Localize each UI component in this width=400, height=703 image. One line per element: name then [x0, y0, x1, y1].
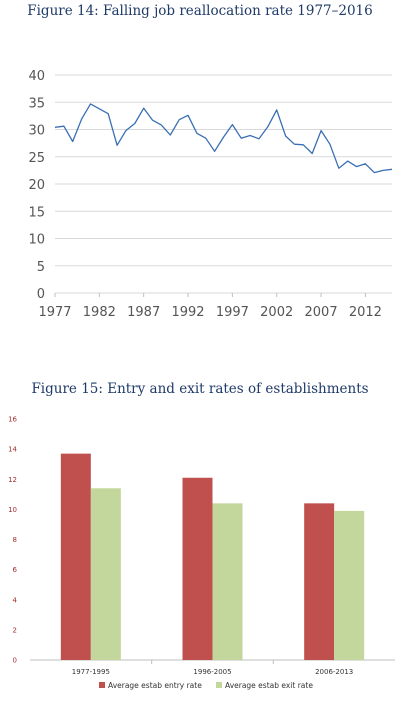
category-label-1996-2005: 1996-2005: [193, 668, 231, 676]
y-tick-label-30: 30: [28, 124, 45, 139]
x-tick-label-1992: 1992: [171, 305, 204, 320]
figure-14-title: Figure 14: Falling job reallocation rate…: [27, 3, 373, 19]
x-tick-label-2012: 2012: [349, 305, 382, 320]
bar-exit-1996-2005: [212, 503, 243, 660]
category-label-1977-1995: 1977-1995: [72, 668, 110, 676]
bar-y-tick-label-12: 12: [8, 476, 17, 484]
y-tick-label-35: 35: [28, 96, 45, 111]
x-tick-label-2002: 2002: [260, 305, 293, 320]
y-tick-label-40: 40: [28, 69, 45, 84]
y-tick-label-5: 5: [37, 260, 45, 275]
bar-y-tick-label-8: 8: [13, 536, 17, 544]
bar-exit-1977-1995: [90, 488, 121, 660]
x-tick-label-1982: 1982: [83, 305, 116, 320]
legend-swatch-entry: [99, 682, 105, 688]
y-tick-label-20: 20: [28, 178, 45, 193]
job-reallocation-line-chart: 0 5 10 15 20 25 30 35 40 1977 1982 1987 1992 1997 2002…: [28, 69, 393, 320]
x-tick-label-1977: 1977: [38, 305, 71, 320]
legend-swatch-exit: [216, 682, 222, 688]
bar-y-tick-label-10: 10: [8, 506, 17, 514]
bar-entry-2006-2013: [304, 503, 335, 660]
y-tick-label-25: 25: [28, 151, 45, 166]
bar-y-tick-label-4: 4: [13, 596, 18, 604]
y-tick-label-10: 10: [28, 233, 45, 248]
bar-y-tick-label-6: 6: [13, 566, 18, 574]
category-label-2006-2013: 2006-2013: [315, 668, 353, 676]
x-tick-label-1987: 1987: [127, 305, 160, 320]
legend-label-entry: Average estab entry rate: [108, 681, 202, 690]
bar-y-tick-label-2: 2: [13, 626, 17, 634]
bar-entry-1977-1995: [60, 453, 91, 660]
bar-y-tick-label-0: 0: [13, 657, 17, 665]
y-tick-label-0: 0: [37, 287, 45, 302]
legend-label-exit: Average estab exit rate: [225, 681, 313, 690]
bar-y-tick-label-16: 16: [8, 416, 17, 424]
bar-exit-2006-2013: [334, 510, 365, 660]
x-tick-label-2007: 2007: [305, 305, 338, 320]
y-tick-label-15: 15: [28, 205, 45, 220]
series-line-job-reallocation: [54, 103, 393, 174]
bar-y-tick-label-14: 14: [8, 446, 17, 454]
x-tick-label-1997: 1997: [216, 305, 249, 320]
bar-entry-1996-2005: [182, 477, 213, 660]
figure-15-title: Figure 15: Entry and exit rates of estab…: [31, 381, 369, 397]
